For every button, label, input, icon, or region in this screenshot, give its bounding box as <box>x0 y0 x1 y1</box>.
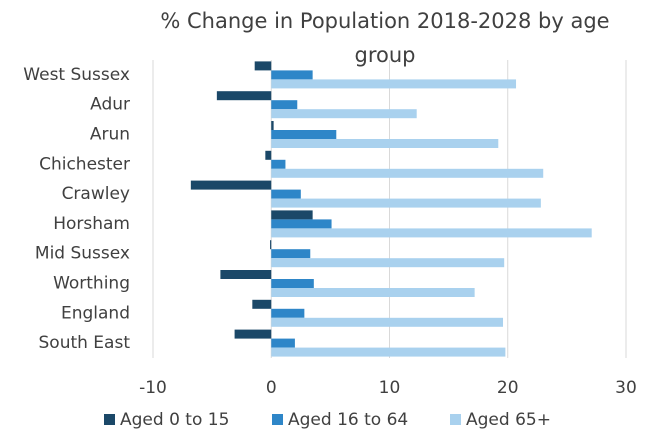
bar <box>271 288 475 297</box>
x-tick-label: 20 <box>497 378 519 398</box>
bar <box>220 270 272 279</box>
bar <box>271 228 592 238</box>
bar <box>270 240 272 250</box>
legend-label: Aged 0 to 15 <box>120 410 229 430</box>
bar <box>271 159 286 169</box>
bar <box>216 91 272 101</box>
bar <box>271 219 332 229</box>
bar <box>271 139 499 148</box>
x-tick-label: -10 <box>139 378 167 398</box>
bar <box>271 249 311 259</box>
bar <box>271 109 417 119</box>
bar <box>271 279 314 288</box>
bar <box>271 347 506 357</box>
legend-label: Aged 16 to 64 <box>288 410 408 430</box>
bar <box>271 338 295 348</box>
legend-swatch <box>104 414 115 425</box>
y-tick-label: England <box>61 303 130 323</box>
legend-swatch <box>272 414 283 425</box>
y-tick-label: Mid Sussex <box>35 244 130 264</box>
bar <box>271 70 313 80</box>
bar <box>271 258 505 268</box>
y-tick-label: Horsham <box>53 214 130 234</box>
bar <box>271 198 541 208</box>
bar <box>271 100 298 110</box>
bar <box>254 61 272 71</box>
bar <box>271 317 504 327</box>
bar <box>271 121 274 130</box>
y-tick-label: Crawley <box>62 184 130 204</box>
bar <box>271 79 517 89</box>
bar <box>265 150 272 160</box>
bar <box>271 130 337 139</box>
bar <box>271 308 305 318</box>
bar <box>234 329 272 339</box>
bar <box>271 189 301 199</box>
bar <box>271 210 313 220</box>
legend-swatch <box>450 414 461 425</box>
y-tick-label: Worthing <box>53 274 130 294</box>
y-tick-label: Arun <box>90 125 130 145</box>
x-tick-label: 0 <box>266 378 277 398</box>
y-tick-label: Adur <box>90 95 130 115</box>
x-tick-label: 10 <box>379 378 401 398</box>
chart-title: % Change in Population 2018-2028 by age … <box>160 9 610 67</box>
legend-label: Aged 65+ <box>466 410 551 430</box>
y-tick-label: Chichester <box>39 154 130 174</box>
bar <box>252 299 272 309</box>
y-tick-label: South East <box>39 333 131 353</box>
bar <box>271 168 544 178</box>
y-tick-label: West Sussex <box>23 65 130 85</box>
bar <box>190 180 272 190</box>
x-tick-label: 30 <box>615 378 637 398</box>
